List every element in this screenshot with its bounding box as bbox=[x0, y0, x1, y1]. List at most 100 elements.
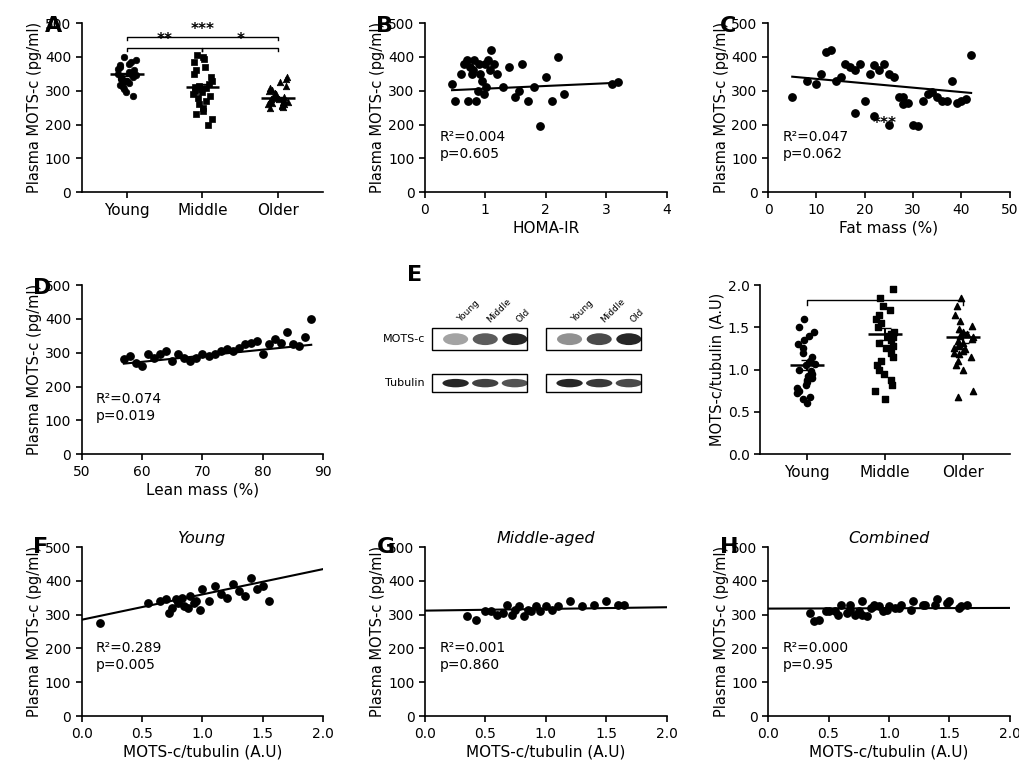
Point bbox=[884, 351, 901, 363]
Text: R²=0.004: R²=0.004 bbox=[439, 130, 505, 145]
Point bbox=[803, 351, 819, 363]
Point bbox=[801, 390, 817, 403]
Point bbox=[794, 343, 810, 355]
Bar bbox=[545, 373, 641, 393]
Y-axis label: MOTS-c/tubulin (A.U): MOTS-c/tubulin (A.U) bbox=[709, 293, 725, 447]
Point bbox=[899, 96, 915, 109]
Point bbox=[846, 64, 862, 76]
Point bbox=[953, 95, 969, 107]
Point bbox=[810, 614, 826, 626]
Point bbox=[867, 313, 883, 325]
Point bbox=[243, 336, 259, 349]
Point bbox=[275, 96, 291, 109]
Point bbox=[190, 92, 206, 104]
Point bbox=[452, 68, 469, 80]
Point bbox=[795, 346, 811, 359]
Point bbox=[443, 78, 460, 90]
Point bbox=[116, 51, 132, 63]
Point bbox=[957, 93, 973, 105]
Point bbox=[465, 64, 481, 76]
Text: R²=0.289: R²=0.289 bbox=[96, 641, 162, 654]
Point bbox=[182, 355, 199, 367]
Text: Middle: Middle bbox=[598, 296, 627, 324]
Point bbox=[954, 345, 970, 357]
Text: F: F bbox=[34, 537, 48, 557]
Ellipse shape bbox=[615, 333, 641, 345]
Point bbox=[123, 55, 140, 68]
Point bbox=[185, 55, 202, 68]
Point bbox=[186, 85, 203, 97]
Text: G: G bbox=[376, 537, 394, 557]
Point bbox=[791, 363, 807, 376]
Point bbox=[870, 600, 887, 612]
Point bbox=[113, 71, 129, 83]
Point bbox=[486, 58, 502, 70]
Point bbox=[948, 96, 964, 109]
Point bbox=[111, 79, 127, 91]
Point bbox=[799, 370, 815, 383]
Point bbox=[120, 66, 137, 79]
Ellipse shape bbox=[472, 333, 497, 345]
Point bbox=[495, 81, 512, 93]
Point bbox=[951, 323, 967, 335]
Point bbox=[115, 353, 131, 366]
Point bbox=[500, 61, 517, 73]
Point bbox=[261, 595, 277, 608]
Point bbox=[882, 373, 899, 386]
Point bbox=[956, 343, 972, 356]
Point bbox=[203, 71, 219, 83]
Point bbox=[832, 598, 848, 611]
X-axis label: MOTS-c/tubulin (A.U): MOTS-c/tubulin (A.U) bbox=[808, 745, 968, 760]
Point bbox=[950, 348, 966, 360]
Title: Middle-aged: Middle-aged bbox=[496, 531, 594, 546]
Text: R²=0.000: R²=0.000 bbox=[782, 641, 848, 654]
Point bbox=[884, 71, 901, 83]
Point bbox=[795, 334, 811, 346]
Point bbox=[267, 88, 283, 100]
Point bbox=[943, 75, 959, 87]
Text: p=0.605: p=0.605 bbox=[439, 147, 499, 162]
Point bbox=[528, 600, 544, 612]
Point bbox=[883, 331, 900, 343]
Title: Young: Young bbox=[178, 531, 226, 546]
Point bbox=[876, 393, 893, 405]
Point bbox=[817, 605, 834, 618]
Point bbox=[474, 75, 490, 87]
Point bbox=[260, 97, 276, 109]
Point bbox=[531, 120, 547, 132]
Point bbox=[883, 340, 900, 352]
Point bbox=[277, 72, 293, 85]
Point bbox=[265, 89, 281, 102]
Text: R²=0.001: R²=0.001 bbox=[439, 641, 505, 654]
Text: Old: Old bbox=[628, 306, 645, 324]
Point bbox=[160, 607, 176, 619]
Point bbox=[829, 608, 846, 621]
Point bbox=[549, 51, 566, 63]
Point bbox=[275, 94, 291, 106]
Point bbox=[914, 95, 930, 107]
Point bbox=[224, 578, 240, 591]
Point bbox=[127, 54, 144, 66]
Text: ***: *** bbox=[191, 22, 214, 37]
Point bbox=[290, 340, 307, 352]
Point bbox=[200, 78, 216, 90]
Point bbox=[790, 384, 806, 397]
Point bbox=[941, 595, 957, 608]
Ellipse shape bbox=[442, 379, 469, 387]
Bar bbox=[545, 328, 641, 350]
Point bbox=[951, 330, 967, 342]
Point bbox=[882, 328, 899, 340]
Point bbox=[880, 68, 897, 80]
Point bbox=[200, 595, 216, 608]
Point bbox=[460, 95, 476, 107]
Point bbox=[112, 72, 128, 85]
Point bbox=[882, 334, 899, 346]
X-axis label: HOMA-IR: HOMA-IR bbox=[512, 221, 579, 236]
Point bbox=[193, 83, 209, 95]
Point bbox=[951, 314, 967, 326]
Point bbox=[261, 102, 277, 115]
Point bbox=[489, 68, 505, 80]
Point bbox=[519, 604, 535, 616]
Text: R²=0.047: R²=0.047 bbox=[782, 130, 848, 145]
Point bbox=[904, 595, 920, 608]
